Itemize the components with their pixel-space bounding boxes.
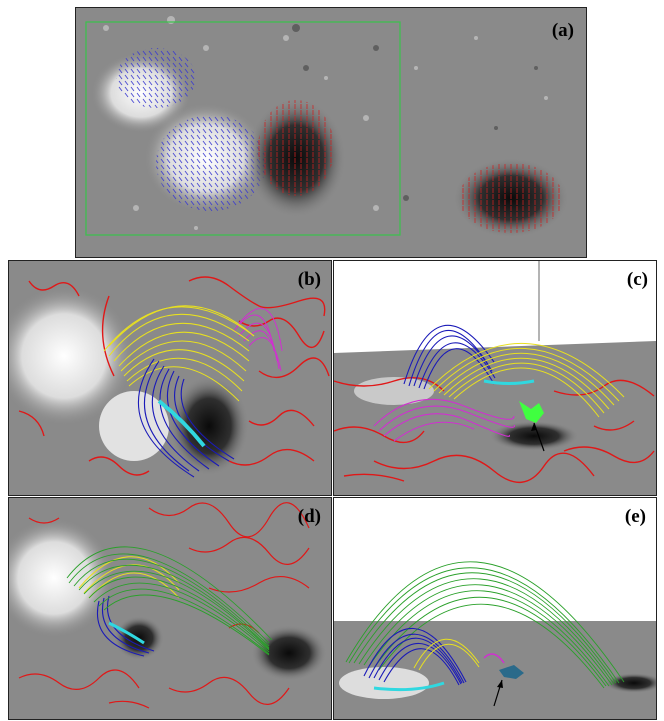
panel-c-field-lines-side-view: (c) bbox=[333, 260, 657, 496]
panel-d-field-lines-top-view: (d) bbox=[8, 497, 332, 720]
panel-a-label: (a) bbox=[551, 20, 574, 41]
panel-e-field-lines-side-view: (e) bbox=[333, 497, 657, 720]
panel-e-label: (e) bbox=[624, 506, 646, 527]
panel-d-image bbox=[9, 498, 331, 719]
panel-b-field-lines-top-view: (b) bbox=[8, 260, 332, 496]
panel-a-image bbox=[76, 8, 586, 257]
panel-e-image bbox=[334, 498, 656, 719]
panel-c-label: (c) bbox=[626, 269, 648, 290]
panel-d-label: (d) bbox=[297, 506, 321, 527]
panel-a-vector-magnetogram: (a) bbox=[75, 7, 587, 258]
panel-b-image bbox=[9, 261, 331, 495]
panel-b-label: (b) bbox=[297, 269, 321, 290]
panel-c-image bbox=[334, 261, 656, 495]
